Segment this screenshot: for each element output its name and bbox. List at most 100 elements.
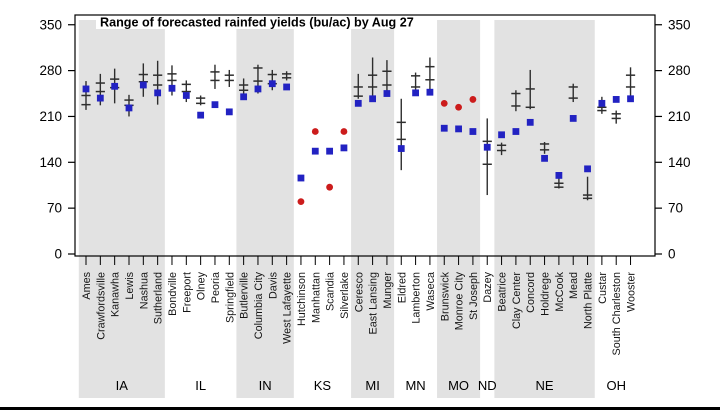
median-marker [498,131,505,139]
state-label-ks: KS [314,378,332,393]
median-marker [354,99,362,107]
median-marker [526,118,534,126]
y-axis-tick-label-left: 140 [39,155,62,170]
location-label: North Platte [583,272,595,329]
median-marker [139,81,147,89]
location-label: South Charleston [611,272,623,355]
location-label: Eldred [396,272,408,303]
y-axis-tick-label-left: 280 [39,63,62,78]
y-axis-tick-label-left: 0 [54,247,62,262]
y-axis-tick-label-left: 70 [47,201,62,216]
y-axis-tick-label-right: 140 [668,155,691,170]
y-axis-tick-label-right: 0 [668,247,676,262]
location-label: Wooster [626,272,638,312]
y-axis-tick-label-left: 210 [39,109,62,124]
median-marker [111,82,119,90]
median-marker [182,92,190,99]
median-marker [82,85,90,93]
plot-border [74,14,656,257]
location-label: Kanawha [110,272,122,317]
median-marker [197,111,205,119]
median-marker [397,145,405,152]
observed-marker [440,99,448,107]
location-label: Olney [196,271,208,300]
median-marker [455,125,462,133]
state-band-in [236,20,294,398]
chart-title-bg [96,16,426,29]
state-label-ia: IA [116,378,129,393]
location-label: East Lansing [368,272,380,334]
y-axis-tick-label-right: 280 [668,63,691,78]
median-marker [168,84,176,92]
y-axis-tick-label-left: 350 [39,17,62,32]
median-marker [283,83,291,91]
median-marker [555,172,563,179]
location-label: Columbia City [253,271,265,339]
y-axis-tick-label-right: 350 [668,17,691,32]
median-marker [311,147,319,155]
location-label: Ames [81,271,93,299]
location-label: McCook [554,271,566,311]
location-label: Springfield [224,272,236,323]
location-label: Custar [597,272,609,304]
median-marker [268,80,276,88]
location-label: Waseca [425,272,437,311]
state-band-ne [494,20,595,398]
location-label: Freeport [181,272,193,313]
location-label: Dazey [482,271,494,302]
median-marker [240,93,248,101]
state-label-oh: OH [606,378,626,393]
observed-marker [326,183,334,191]
observed-marker [469,96,477,103]
state-label-nd: ND [478,378,497,393]
state-label-in: IN [259,378,272,393]
location-label: Hutchinson [296,272,308,326]
observed-marker [340,128,348,135]
bottom-rule [0,407,720,410]
location-label: Lamberton [411,272,423,324]
location-label: Bondville [167,272,179,316]
state-band-mo [437,20,481,398]
location-label: Crawfordsville [95,272,107,340]
median-marker [584,165,591,173]
median-marker [483,143,491,151]
state-band-ia [78,20,165,398]
location-label: Munger [382,272,394,309]
median-marker [211,101,219,109]
median-marker [569,115,577,122]
median-marker [612,96,620,103]
observed-marker [297,198,305,206]
location-label: Butlerville [239,272,251,319]
median-marker [512,128,520,135]
median-marker [254,85,262,93]
state-label-il: IL [195,378,206,393]
location-label: Ceresco [353,272,365,312]
y-axis-tick-label-right: 210 [668,109,691,124]
median-marker [340,144,348,152]
observed-marker [311,128,319,135]
location-label: Manhattan [310,272,322,323]
location-label: Holdrege [540,272,552,316]
observed-marker [455,103,462,111]
median-marker [383,90,391,97]
median-marker [440,124,448,132]
chart-title: Range of forecasted rainfed yields (bu/a… [100,16,414,30]
median-marker [469,128,477,135]
median-marker [541,154,548,162]
median-marker [96,94,104,102]
location-label: Sutherland [153,272,165,324]
median-marker [125,104,133,112]
median-marker [225,108,233,116]
median-marker [297,174,305,182]
location-label: St Joseph [468,272,480,320]
median-marker [412,89,419,97]
median-marker [598,99,606,107]
location-label: Beatrice [497,272,509,312]
location-label: West Lafayette [282,272,294,344]
location-label: Monroe City [454,271,466,330]
location-label: Brunswick [439,271,451,321]
location-label: Concord [525,272,537,313]
state-label-mn: MN [405,378,425,393]
